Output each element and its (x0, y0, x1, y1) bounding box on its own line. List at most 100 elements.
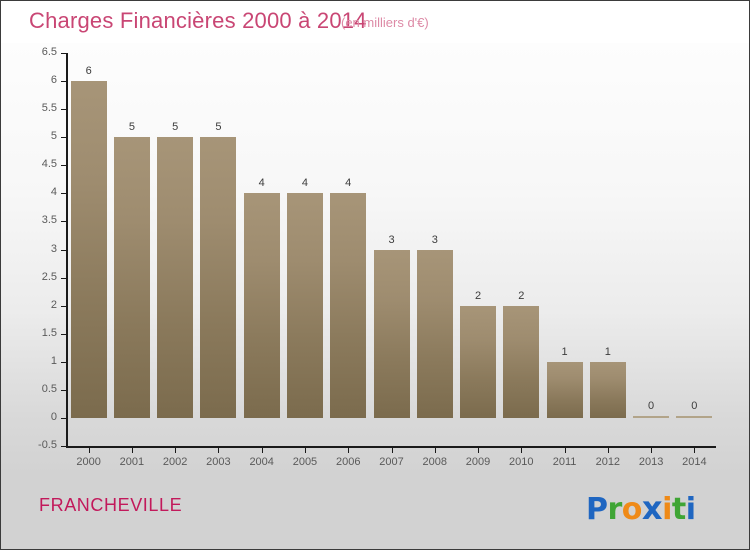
bar-value-2012: 1 (604, 345, 611, 358)
bar-2013[interactable] (633, 415, 670, 418)
y-axis-line (66, 53, 68, 448)
x-tick (304, 446, 306, 453)
logo-letter-o: o (621, 492, 643, 527)
x-tick (607, 446, 609, 453)
y-tick-label: 0 (50, 410, 57, 423)
y-tick-label: 4 (50, 186, 57, 199)
y-tick-label: 3.5 (41, 214, 57, 227)
bar-value-2011: 1 (561, 345, 568, 358)
x-tick (521, 446, 523, 453)
y-tick (61, 249, 67, 251)
x-tick-label-2000: 2000 (76, 456, 101, 468)
logo-letter-i2: i (685, 492, 696, 527)
logo-letter-i1: i (662, 492, 672, 527)
bar-value-2014: 0 (691, 399, 698, 412)
x-tick (478, 446, 480, 453)
x-tick (218, 446, 220, 453)
y-tick-label: 3 (50, 242, 57, 255)
logo-letter-p: P (586, 492, 608, 527)
x-tick (88, 446, 90, 453)
bar-value-2013: 0 (648, 399, 655, 412)
y-tick-label: 1.5 (41, 326, 57, 339)
x-tick-label-2002: 2002 (162, 456, 188, 468)
y-tick-label: 2.5 (41, 270, 57, 283)
bar-2002[interactable] (157, 137, 194, 418)
y-tick (61, 53, 67, 54)
x-tick-label-2005: 2005 (292, 456, 318, 468)
y-tick (61, 277, 67, 279)
bar-value-2000: 6 (85, 65, 92, 78)
x-tick-label-2013: 2013 (638, 456, 664, 468)
chart-title: Charges Financières 2000 à 2014 (29, 8, 367, 33)
bar-value-2009: 2 (474, 289, 482, 302)
bar-value-2003: 5 (215, 121, 222, 134)
bar-2014[interactable] (676, 415, 713, 418)
x-tick (694, 446, 696, 453)
y-tick (61, 305, 67, 307)
y-tick (61, 389, 67, 391)
x-tick (564, 446, 566, 453)
bar-value-2006: 4 (345, 177, 352, 190)
bar-2000[interactable] (70, 81, 107, 418)
y-tick-label: 5 (50, 130, 57, 143)
bar-2012[interactable] (589, 361, 626, 418)
x-tick-label-2008: 2008 (422, 456, 447, 468)
plot-area: -0.5 0 0.5 1 1.5 2 2.5 3 3.5 4 4.5 5 5.5 6 6.5 2000 200… (1, 43, 749, 475)
bar-value-2007: 3 (388, 233, 395, 246)
x-tick-label-2011: 2011 (552, 456, 577, 468)
y-tick (61, 221, 67, 223)
y-tick-label: 1 (50, 354, 57, 367)
y-tick (61, 109, 67, 111)
x-tick-label-2014: 2014 (682, 456, 707, 468)
bar-2011[interactable] (546, 361, 583, 418)
bar-2009[interactable] (460, 305, 497, 418)
bar-2003[interactable] (200, 137, 237, 418)
y-tick-label: 0.5 (41, 382, 57, 395)
x-tick (261, 446, 263, 453)
y-tick (61, 137, 67, 139)
y-tick (61, 193, 67, 195)
bar-2006[interactable] (330, 193, 367, 418)
x-tick (131, 446, 133, 453)
x-tick-label-2004: 2004 (249, 456, 274, 468)
bar-2010[interactable] (503, 305, 540, 418)
y-tick-label: 6.5 (41, 46, 57, 58)
y-tick (61, 165, 67, 167)
x-tick (434, 446, 436, 453)
x-axis-line (66, 446, 716, 448)
y-tick-label: -0.5 (38, 439, 57, 451)
x-tick-label-2010: 2010 (509, 456, 534, 468)
bar-2007[interactable] (373, 249, 410, 418)
x-tick (651, 446, 653, 453)
bar-value-2010: 2 (518, 289, 525, 302)
y-tick-label: 6 (50, 74, 57, 87)
x-tick-label-2003: 2003 (206, 456, 231, 468)
logo-letter-x: x (641, 489, 663, 527)
x-tick-label-2007: 2007 (379, 456, 404, 468)
proxiti-logo[interactable]: Proxiti (586, 489, 696, 527)
y-tick (61, 446, 67, 447)
bar-2005[interactable] (286, 193, 323, 418)
y-tick-label: 2 (50, 298, 57, 311)
x-tick (391, 446, 393, 453)
bar-2008[interactable] (416, 249, 453, 418)
logo-letter-r: r (607, 492, 623, 527)
bar-2001[interactable] (113, 137, 150, 418)
logo-letter-t: t (671, 492, 686, 527)
x-tick-label-2001: 2001 (119, 456, 145, 468)
x-tick-label-2009: 2009 (465, 456, 491, 468)
x-tick (348, 446, 350, 453)
y-tick (61, 361, 67, 363)
bar-value-2002: 5 (172, 121, 179, 134)
y-tick-label: 4.5 (41, 158, 57, 171)
y-tick (61, 417, 67, 419)
bar-2004[interactable] (243, 193, 280, 418)
y-tick (61, 333, 67, 335)
bar-value-2008: 3 (431, 233, 438, 246)
bar-value-2001: 5 (128, 121, 135, 134)
y-tick (61, 81, 67, 83)
chart-footer: FRANCHEVILLE Proxiti (1, 475, 749, 549)
bar-value-2005: 4 (301, 177, 309, 190)
x-tick-label-2006: 2006 (335, 456, 361, 468)
